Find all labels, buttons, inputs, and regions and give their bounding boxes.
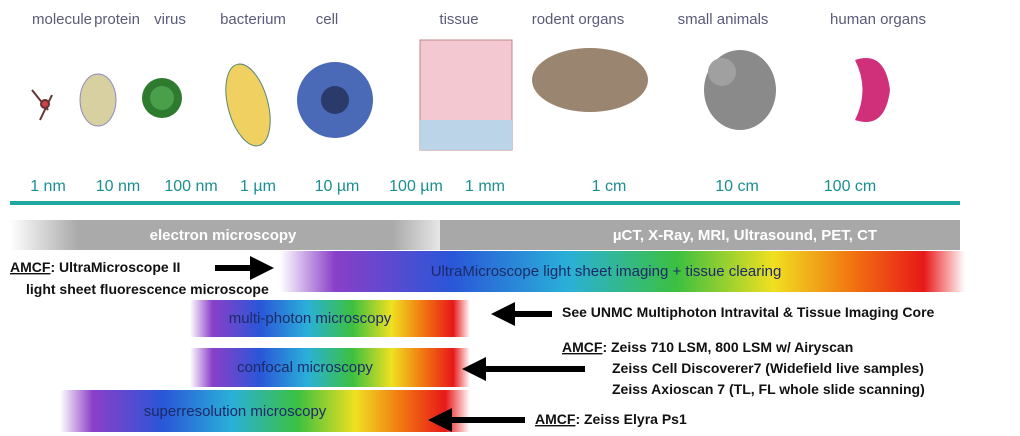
annotation: AMCF: Zeiss Elyra Ps1 xyxy=(535,411,687,427)
annotation: Zeiss Axioscan 7 (TL, FL whole slide sca… xyxy=(612,381,925,397)
size-tick: 1 mm xyxy=(465,178,505,195)
icons xyxy=(31,39,890,151)
scale-label: bacterium xyxy=(220,11,286,28)
size-tick: 1 cm xyxy=(592,178,627,195)
size-tick: 10 nm xyxy=(96,178,140,195)
amcf-link: AMCF xyxy=(562,339,603,355)
size-tick: 100 nm xyxy=(164,178,217,195)
technique-label: multi-photon microscopy xyxy=(229,310,392,327)
scale-label: small animals xyxy=(678,11,769,28)
annotation-text: Zeiss Axioscan 7 (TL, FL whole slide sca… xyxy=(612,381,925,397)
annotation: light sheet fluorescence microscope xyxy=(26,281,269,297)
scale-label: rodent organs xyxy=(532,11,625,28)
amcf-link: AMCF xyxy=(10,259,51,275)
scale-label: molecule xyxy=(32,11,92,28)
size-tick: 100 µm xyxy=(389,178,443,195)
size-tick: 10 µm xyxy=(315,178,360,195)
scale-label: cell xyxy=(316,11,339,28)
annotation: Zeiss Cell Discoverer7 (Widefield live s… xyxy=(612,360,924,376)
annotation-text: light sheet fluorescence microscope xyxy=(26,281,269,297)
size-tick: 1 nm xyxy=(30,178,66,195)
multiphoton-bar xyxy=(190,300,470,337)
size-tick: 1 µm xyxy=(240,178,276,195)
annotation-text: : Zeiss 710 LSM, 800 LSM w/ Airyscan xyxy=(602,339,853,355)
annotation: See UNMC Multiphoton Intravital & Tissue… xyxy=(562,304,935,320)
technique-label: confocal microscopy xyxy=(237,359,373,376)
annotation-text: Zeiss Cell Discoverer7 (Widefield live s… xyxy=(612,360,924,376)
modality-label: µCT, X-Ray, MRI, Ultrasound, PET, CT xyxy=(613,227,877,244)
annotation: AMCF: UltraMicroscope II xyxy=(10,259,180,275)
confocal-bar xyxy=(190,348,470,387)
imaging-band xyxy=(440,220,960,250)
electron-band xyxy=(10,220,460,250)
scale-label: human organs xyxy=(830,11,926,28)
technique-label: UltraMicroscope light sheet imaging + ti… xyxy=(431,263,782,280)
annotation-text: See UNMC Multiphoton Intravital & Tissue… xyxy=(562,304,935,320)
size-tick: 10 cm xyxy=(715,178,759,195)
superresolution-bar xyxy=(60,390,470,432)
technique-label: superresolution microscopy xyxy=(144,403,327,420)
scale-label: protein xyxy=(94,11,140,28)
modality-label: electron microscopy xyxy=(150,227,297,244)
size-tick: 100 cm xyxy=(824,178,876,195)
annotation: AMCF: Zeiss 710 LSM, 800 LSM w/ Airyscan xyxy=(562,339,853,355)
scale-label: virus xyxy=(154,11,186,28)
arrows xyxy=(215,256,585,432)
annotation-text: : Zeiss Elyra Ps1 xyxy=(575,411,687,427)
amcf-link: AMCF xyxy=(535,411,576,427)
scale-label: tissue xyxy=(439,11,478,28)
annotation-text: : UltraMicroscope II xyxy=(50,259,180,275)
light-sheet-bar xyxy=(280,251,965,292)
